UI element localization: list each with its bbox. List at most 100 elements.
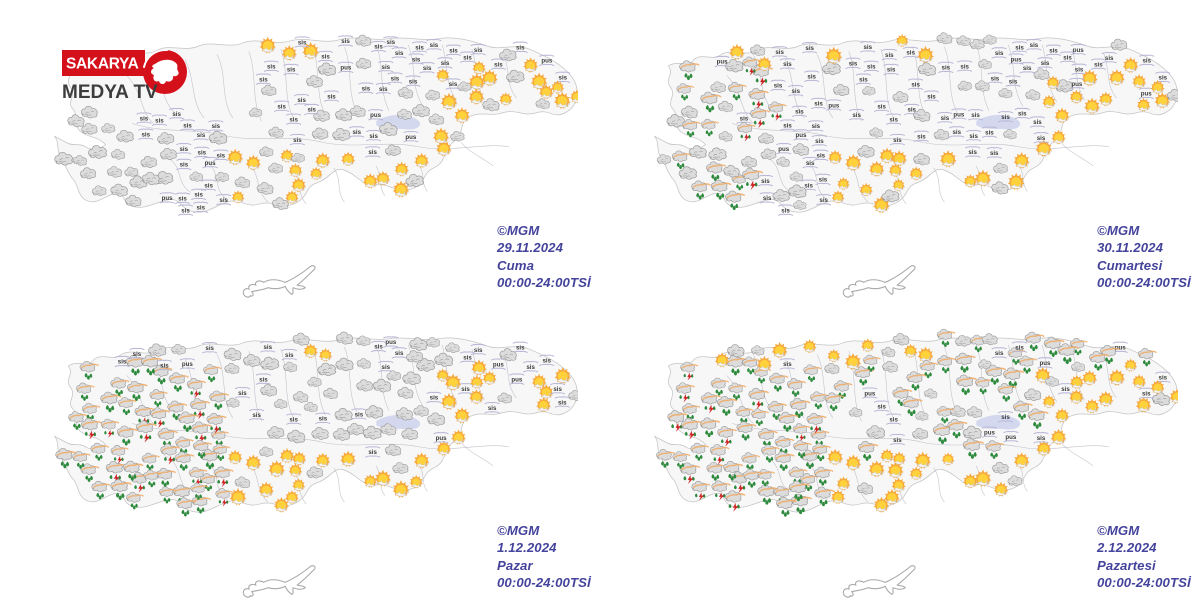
- svg-text:sis: sis: [1033, 119, 1042, 126]
- svg-text:sis: sis: [197, 132, 206, 139]
- svg-text:sis: sis: [1142, 391, 1151, 398]
- svg-text:sis: sis: [181, 207, 190, 214]
- svg-text:sis: sis: [387, 39, 396, 46]
- svg-text:sis: sis: [952, 129, 961, 136]
- svg-text:pus: pus: [436, 435, 448, 442]
- svg-text:sis: sis: [488, 405, 497, 412]
- svg-text:sis: sis: [819, 177, 828, 184]
- svg-text:sis: sis: [814, 101, 823, 108]
- svg-text:sis: sis: [1018, 111, 1027, 118]
- svg-text:sis: sis: [889, 416, 898, 423]
- svg-text:sis: sis: [285, 352, 294, 359]
- svg-text:sis: sis: [763, 195, 772, 202]
- svg-text:sis: sis: [852, 112, 861, 119]
- svg-text:pus: pus: [1011, 56, 1023, 63]
- svg-text:sis: sis: [352, 129, 361, 136]
- svg-text:sis: sis: [867, 63, 876, 70]
- svg-text:sis: sis: [415, 44, 424, 51]
- svg-text:pus: pus: [493, 361, 505, 368]
- svg-text:sis: sis: [1094, 61, 1103, 68]
- svg-text:pus: pus: [864, 390, 876, 397]
- svg-text:sis: sis: [449, 81, 458, 88]
- svg-text:sis: sis: [907, 107, 916, 114]
- svg-text:sis: sis: [368, 449, 377, 456]
- svg-text:sis: sis: [543, 358, 552, 365]
- svg-text:sis: sis: [917, 133, 926, 140]
- svg-text:pus: pus: [370, 112, 382, 119]
- svg-text:sis: sis: [423, 65, 432, 72]
- svg-text:sis: sis: [1143, 58, 1152, 65]
- svg-text:sis: sis: [885, 52, 894, 59]
- svg-text:pus: pus: [182, 361, 194, 368]
- svg-text:sis: sis: [775, 49, 784, 56]
- svg-text:pus: pus: [796, 132, 808, 139]
- svg-text:sis: sis: [740, 115, 749, 122]
- svg-text:sis: sis: [160, 363, 169, 370]
- svg-text:sis: sis: [461, 386, 470, 393]
- svg-text:sis: sis: [795, 109, 804, 116]
- svg-text:sis: sis: [1063, 54, 1072, 61]
- svg-text:sis: sis: [179, 146, 188, 153]
- svg-text:sis: sis: [991, 75, 1000, 82]
- svg-text:sis: sis: [277, 103, 286, 110]
- svg-text:sis: sis: [783, 61, 792, 68]
- svg-text:pus: pus: [205, 160, 217, 167]
- svg-text:sis: sis: [1001, 114, 1010, 121]
- svg-text:sis: sis: [133, 351, 142, 358]
- svg-text:sis: sis: [1001, 414, 1010, 421]
- svg-text:pus: pus: [984, 429, 996, 436]
- svg-text:sis: sis: [927, 93, 936, 100]
- svg-text:pus: pus: [717, 59, 729, 66]
- svg-text:sis: sis: [379, 86, 388, 93]
- svg-text:sis: sis: [463, 354, 472, 361]
- svg-text:sis: sis: [219, 197, 228, 204]
- svg-text:sis: sis: [155, 117, 164, 124]
- svg-text:sis: sis: [526, 364, 535, 371]
- svg-text:sis: sis: [180, 162, 189, 169]
- svg-text:sis: sis: [1061, 386, 1070, 393]
- svg-text:SAKARYA: SAKARYA: [66, 56, 139, 73]
- svg-text:sis: sis: [1159, 375, 1168, 382]
- svg-text:sis: sis: [212, 123, 221, 130]
- svg-text:sis: sis: [783, 361, 792, 368]
- svg-text:sis: sis: [463, 54, 472, 61]
- svg-text:sis: sis: [859, 76, 868, 83]
- svg-text:sis: sis: [1049, 47, 1058, 54]
- svg-text:sis: sis: [995, 350, 1004, 357]
- svg-text:pus: pus: [162, 195, 174, 202]
- svg-text:sis: sis: [141, 131, 150, 138]
- svg-text:sis: sis: [877, 103, 886, 110]
- svg-text:sis: sis: [783, 122, 792, 129]
- svg-text:sis: sis: [172, 111, 181, 118]
- svg-text:sis: sis: [781, 207, 790, 214]
- svg-text:pus: pus: [511, 376, 523, 383]
- svg-text:sis: sis: [1075, 66, 1084, 73]
- svg-text:sis: sis: [960, 63, 969, 70]
- svg-text:sis: sis: [1015, 44, 1024, 51]
- svg-text:sis: sis: [494, 61, 503, 68]
- svg-text:sis: sis: [807, 73, 816, 80]
- svg-text:pus: pus: [1071, 81, 1083, 88]
- svg-text:sis: sis: [761, 178, 770, 185]
- svg-text:sis: sis: [341, 38, 350, 45]
- svg-text:sis: sis: [516, 344, 525, 351]
- svg-text:sis: sis: [391, 75, 400, 82]
- svg-text:sis: sis: [382, 64, 391, 71]
- svg-text:sis: sis: [559, 75, 568, 82]
- svg-text:sis: sis: [395, 350, 404, 357]
- svg-text:pus: pus: [953, 111, 965, 118]
- svg-text:sis: sis: [204, 182, 213, 189]
- svg-text:sis: sis: [374, 344, 383, 351]
- svg-text:sis: sis: [815, 138, 824, 145]
- svg-text:sis: sis: [217, 152, 226, 159]
- svg-text:sis: sis: [474, 347, 483, 354]
- svg-text:sis: sis: [1037, 135, 1046, 142]
- svg-text:sis: sis: [774, 83, 783, 90]
- svg-text:sis: sis: [430, 42, 439, 49]
- svg-text:sis: sis: [971, 112, 980, 119]
- svg-text:sis: sis: [1009, 78, 1018, 85]
- svg-text:sis: sis: [941, 115, 950, 122]
- svg-text:sis: sis: [118, 359, 127, 366]
- svg-text:sis: sis: [298, 39, 307, 46]
- svg-text:sis: sis: [374, 44, 383, 51]
